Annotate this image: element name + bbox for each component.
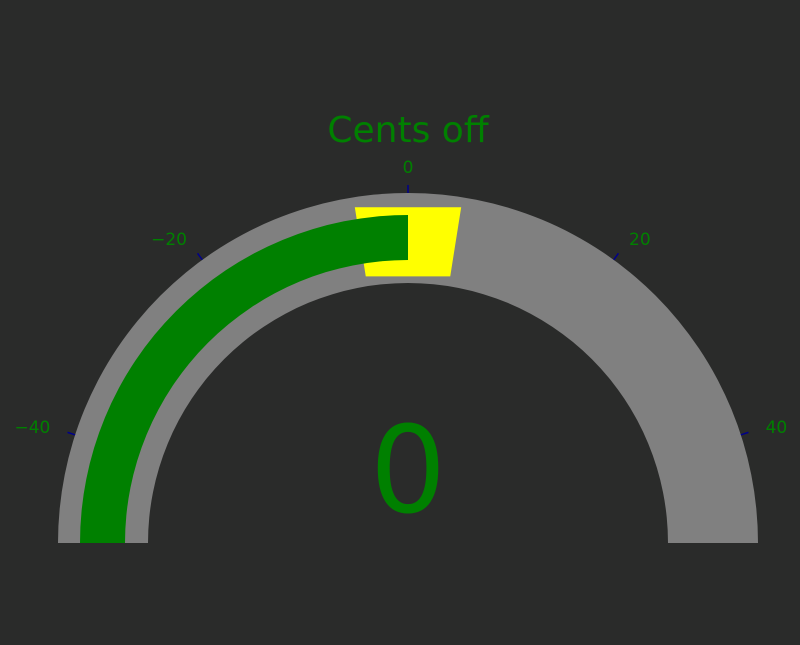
chart-title: Cents off bbox=[327, 110, 489, 151]
gauge-tick bbox=[740, 431, 749, 436]
gauge-tick-label: 40 bbox=[766, 418, 788, 438]
gauge-tick-label: 20 bbox=[629, 230, 651, 250]
gauge-tick-label: 0 bbox=[403, 158, 414, 178]
gauge-fill-layer bbox=[80, 215, 408, 543]
gauge-tick bbox=[67, 431, 76, 436]
gauge-value-fill bbox=[80, 215, 408, 543]
gauge-ticks-layer: −40 −20 0 20 40 bbox=[15, 158, 788, 438]
gauge-tick bbox=[613, 252, 620, 261]
gauge-tick-label: −40 bbox=[15, 418, 51, 438]
gauge-tick bbox=[196, 252, 203, 261]
gauge-value-readout: 0 bbox=[370, 402, 446, 541]
gauge-tick-label: −20 bbox=[151, 230, 187, 250]
